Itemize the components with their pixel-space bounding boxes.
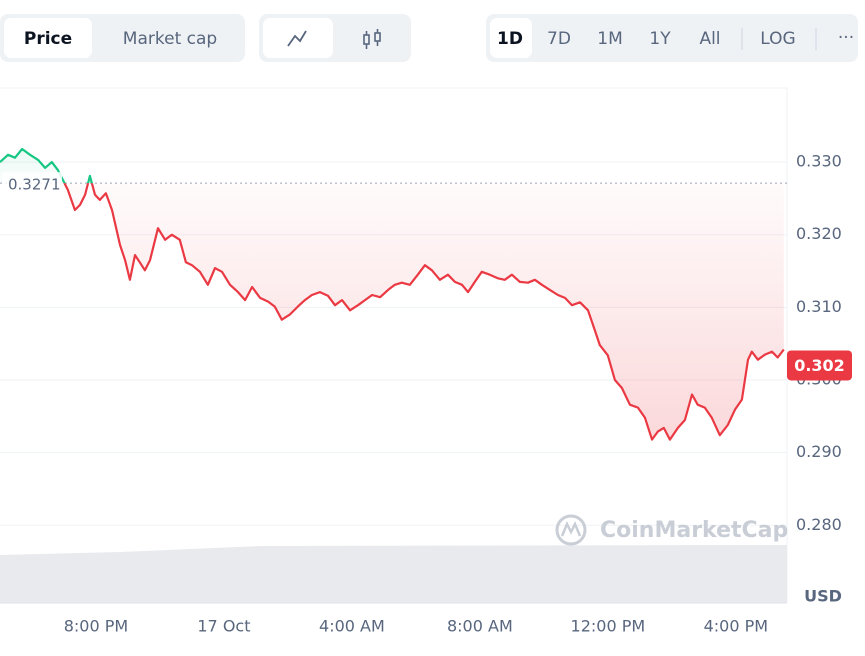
- y-tick-label: 0.290: [796, 442, 842, 461]
- watermark: CoinMarketCap: [555, 514, 788, 546]
- range-active[interactable]: [490, 18, 532, 58]
- x-tick-label: 17 Oct: [197, 617, 250, 636]
- y-tick-label: 0.320: [796, 224, 842, 243]
- reference-label-bg: [2, 172, 62, 195]
- last-price-badge: [787, 350, 852, 381]
- price-line-below: [63, 183, 785, 441]
- y-tick-label: 0.310: [796, 297, 842, 316]
- range-button[interactable]: All: [699, 29, 720, 49]
- y-tick-label: 0.330: [796, 152, 842, 171]
- range-button[interactable]: 1Y: [649, 29, 671, 49]
- y-unit: USD: [804, 587, 842, 606]
- x-tick-label: 8:00 PM: [64, 617, 128, 636]
- range-button[interactable]: 1M: [597, 29, 622, 49]
- range-button[interactable]: 7D: [547, 29, 571, 49]
- range-group: [486, 14, 858, 62]
- volume-area: [0, 545, 787, 603]
- x-tick-label: 12:00 PM: [571, 617, 646, 636]
- reference-label: 0.3271: [8, 176, 61, 194]
- area-below: [64, 183, 784, 440]
- tab-active[interactable]: [4, 18, 92, 58]
- line-icon: [287, 30, 307, 47]
- tab[interactable]: Price: [24, 29, 72, 49]
- last-price-label: 0.302: [794, 356, 845, 375]
- x-tick-label: 4:00 PM: [704, 617, 768, 636]
- watermark-text: CoinMarketCap: [600, 518, 788, 543]
- y-tick-label: 0.280: [796, 515, 842, 534]
- more-button[interactable]: ···: [838, 28, 854, 48]
- candle-icon[interactable]: [363, 29, 381, 49]
- x-tick-label: 8:00 AM: [447, 617, 513, 636]
- range-button[interactable]: 1D: [497, 29, 523, 49]
- x-tick-label: 4:00 AM: [319, 617, 385, 636]
- log-button[interactable]: LOG: [760, 29, 795, 49]
- tab[interactable]: Market cap: [123, 29, 217, 49]
